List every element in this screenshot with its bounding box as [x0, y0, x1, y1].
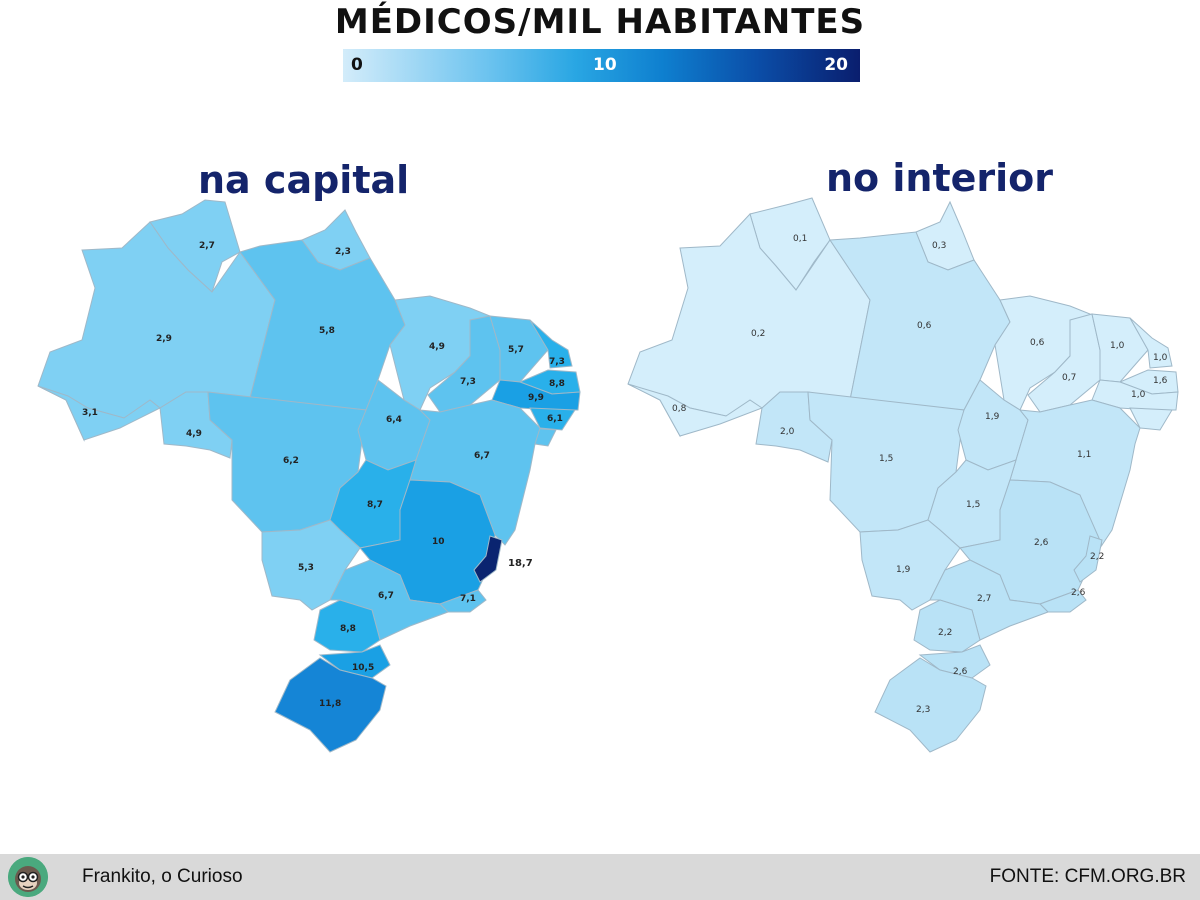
- interior-label-sp: 2,7: [977, 594, 991, 604]
- state-pr: [913, 599, 981, 653]
- interior-label-pi: 0,7: [1062, 373, 1076, 383]
- capital-label-sc: 10,5: [352, 663, 374, 673]
- capital-label-ba: 6,7: [474, 451, 490, 461]
- interior-label-ms: 1,9: [896, 565, 911, 575]
- capital-label-al: 6,1: [547, 414, 563, 424]
- footer-bar: Frankito, o Curioso FONTE: CFM.ORG.BR: [0, 854, 1200, 900]
- scale-mid-label: 10: [593, 55, 617, 75]
- interior-map: 0,1 0,3 0,2 0,6 0,6 1,0 1,0 1,6 1,0 0,7 …: [627, 197, 1179, 753]
- capital-label-rs: 11,8: [319, 699, 341, 709]
- capital-label-pr: 8,8: [340, 624, 356, 634]
- state-ro: [159, 391, 233, 459]
- capital-label-ac: 3,1: [82, 408, 98, 418]
- interior-label-rs: 2,3: [916, 705, 930, 715]
- capital-label-ap: 2,3: [335, 247, 351, 257]
- interior-label-mt: 1,5: [879, 454, 893, 464]
- state-al: [1129, 407, 1173, 431]
- capital-label-ce: 5,7: [508, 345, 524, 355]
- state-ma: [994, 295, 1091, 411]
- state-sp: [929, 559, 1049, 641]
- capital-label-pe: 9,9: [528, 393, 544, 403]
- interior-label-am: 0,2: [751, 329, 765, 339]
- capital-label-mt: 6,2: [283, 456, 299, 466]
- capital-label-mg: 10: [432, 537, 445, 547]
- capital-label-am: 2,9: [156, 334, 172, 344]
- capital-label-es: 18,7: [508, 558, 533, 569]
- interior-label-es: 2,2: [1090, 552, 1104, 562]
- capital-label-pi: 7,3: [460, 377, 476, 387]
- scale-min-label: 0: [351, 55, 363, 75]
- state-es: [473, 535, 503, 583]
- state-rs: [874, 657, 987, 753]
- capital-label-sp: 6,7: [378, 591, 394, 601]
- state-rn: [529, 319, 573, 369]
- capital-label-pa: 5,8: [319, 326, 335, 336]
- interior-label-ro: 2,0: [780, 427, 795, 437]
- capital-label-ma: 4,9: [429, 342, 445, 352]
- capital-label-ms: 5,3: [298, 563, 314, 573]
- interior-label-pr: 2,2: [938, 628, 952, 638]
- capital-label-rr: 2,7: [199, 241, 215, 251]
- capital-map: 2,7 2,3 2,9 5,8 4,9 5,7 7,3 8,8 9,9 6,1 …: [37, 199, 581, 753]
- state-es: [1073, 535, 1103, 583]
- state-ac: [627, 383, 764, 437]
- interior-label-ap: 0,3: [932, 241, 946, 251]
- color-scale-bar: 0 10 20: [343, 49, 860, 82]
- state-ro: [755, 391, 833, 463]
- capital-label-to: 6,4: [386, 415, 402, 425]
- source-credit: FONTE: CFM.ORG.BR: [989, 866, 1186, 887]
- interior-label-pe: 1,0: [1131, 390, 1146, 400]
- interior-label-rj: 2,6: [1071, 588, 1086, 598]
- capital-label-rj: 7,1: [460, 594, 476, 604]
- state-ac: [37, 385, 161, 441]
- interior-label-ba: 1,1: [1077, 450, 1091, 460]
- author-credit: Frankito, o Curioso: [82, 866, 243, 887]
- capital-label-ro: 4,9: [186, 429, 202, 439]
- interior-label-sc: 2,6: [953, 667, 968, 677]
- state-ma: [389, 295, 491, 411]
- interior-label-rn: 1,0: [1153, 353, 1168, 363]
- interior-label-to: 1,9: [985, 412, 1000, 422]
- scale-max-label: 20: [824, 55, 848, 75]
- capital-label-rn: 7,3: [549, 357, 565, 367]
- interior-label-go: 1,5: [966, 500, 980, 510]
- state-sp: [329, 559, 449, 641]
- chart-title: MÉDICOS/MIL HABITANTES: [334, 2, 866, 42]
- state-rs: [274, 657, 387, 753]
- interior-map-title: no interior: [826, 156, 1054, 200]
- capital-label-go: 8,7: [367, 500, 383, 510]
- interior-label-ac: 0,8: [672, 404, 687, 414]
- interior-label-mg: 2,6: [1034, 538, 1049, 548]
- state-al: [529, 407, 576, 431]
- interior-label-rr: 0,1: [793, 234, 807, 244]
- interior-label-pb: 1,6: [1153, 376, 1168, 386]
- interior-label-ma: 0,6: [1030, 338, 1045, 348]
- state-pr: [313, 599, 381, 653]
- interior-label-pa: 0,6: [917, 321, 932, 331]
- interior-label-ce: 1,0: [1110, 341, 1125, 351]
- state-rn: [1129, 317, 1173, 369]
- capital-label-pb: 8,8: [549, 379, 565, 389]
- monkey-avatar-icon: [8, 857, 48, 897]
- capital-map-title: na capital: [198, 158, 410, 202]
